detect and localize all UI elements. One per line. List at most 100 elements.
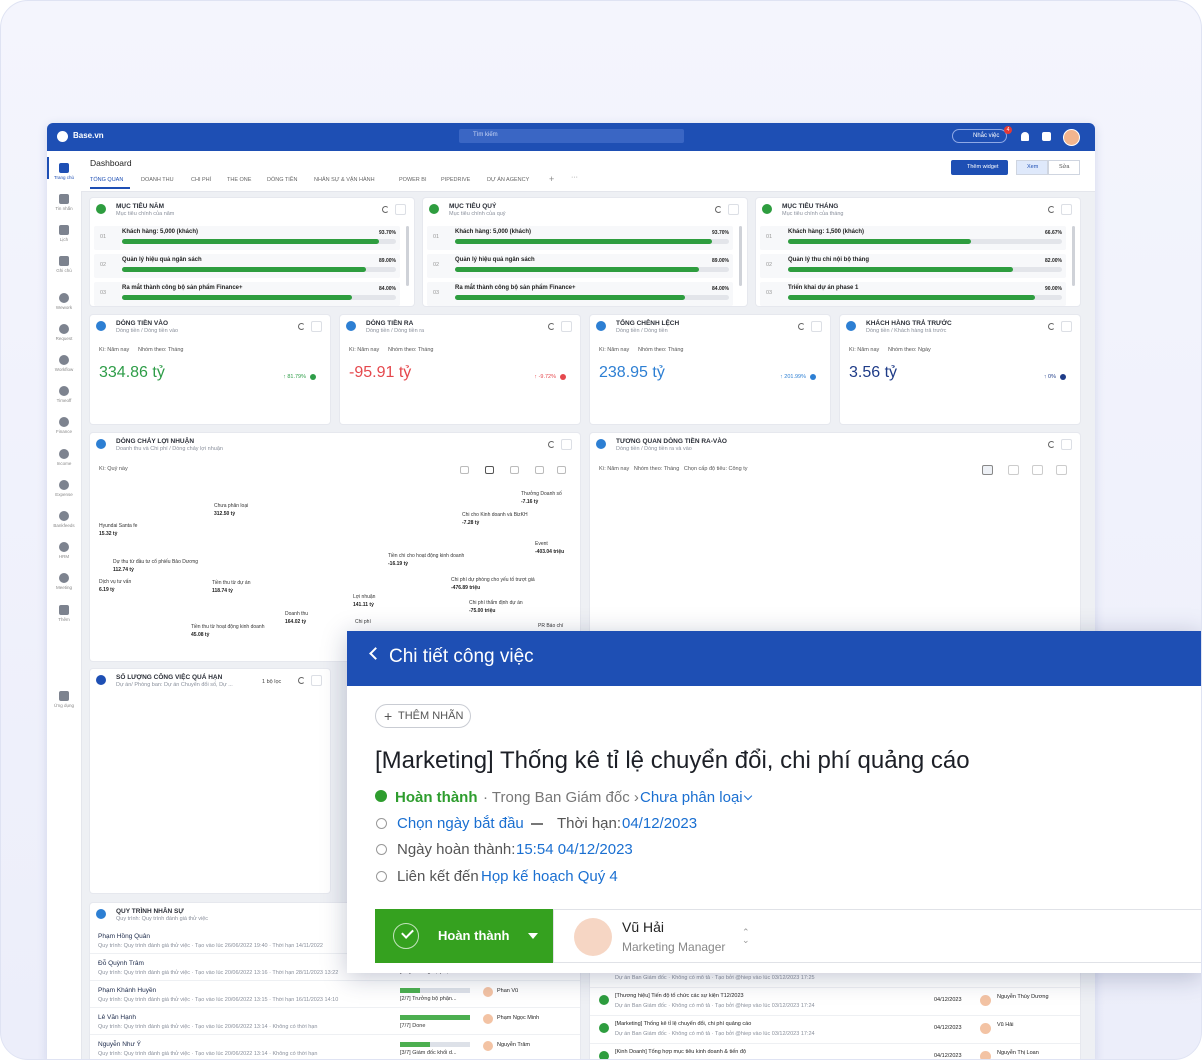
refresh-icon[interactable] xyxy=(1048,323,1055,330)
refresh-icon[interactable] xyxy=(1048,206,1055,213)
more-button[interactable] xyxy=(728,204,739,215)
category[interactable]: Chưa phân loại xyxy=(640,789,743,806)
nav-icon[interactable] xyxy=(59,573,69,583)
tab[interactable]: TỔNG QUAN xyxy=(90,177,124,183)
nav-icon[interactable] xyxy=(59,449,69,459)
more-button[interactable] xyxy=(1061,321,1072,332)
refresh-icon[interactable] xyxy=(382,206,389,213)
tab[interactable]: DÒNG TIỀN xyxy=(267,177,298,183)
tab[interactable]: DOANH THU xyxy=(141,177,174,183)
refresh-icon[interactable] xyxy=(715,206,722,213)
goal-name: Khách hàng: 5,000 (khách) xyxy=(455,229,532,235)
row-meta: Quy trình: Quy trình đánh giá thử việc ·… xyxy=(98,943,323,949)
nav-label: Income xyxy=(56,461,72,466)
refresh-icon[interactable] xyxy=(298,677,305,684)
nav-icon[interactable] xyxy=(59,542,69,552)
add-tag-button[interactable]: + THÊM NHÃN xyxy=(375,704,471,728)
panel-header: Chi tiết công việc xyxy=(347,631,1201,686)
complete-button[interactable]: Hoàn thành xyxy=(375,909,553,963)
tab[interactable]: THE ONE xyxy=(227,177,252,183)
goal-name: Khách hàng: 1,500 (khách) xyxy=(788,229,865,235)
deadline[interactable]: 04/12/2023 xyxy=(622,815,698,832)
view-toggle[interactable]: Xem xyxy=(1016,160,1048,175)
nav-icon[interactable] xyxy=(59,691,69,701)
avatar[interactable] xyxy=(1063,129,1080,146)
more-button[interactable] xyxy=(311,321,322,332)
nav-icon[interactable] xyxy=(59,324,69,334)
nav-icon[interactable] xyxy=(59,511,69,521)
widget-icon xyxy=(762,204,772,214)
tab[interactable]: DỰ ÁN AGENCY xyxy=(487,177,530,183)
chart-tool[interactable] xyxy=(557,466,566,474)
refresh-icon[interactable] xyxy=(548,323,555,330)
tab[interactable]: CHI PHÍ xyxy=(191,177,212,183)
more-button[interactable] xyxy=(561,439,572,450)
row-name[interactable]: Nguyễn Như Ý xyxy=(98,1041,142,1048)
refresh-icon[interactable] xyxy=(548,441,555,448)
more-button[interactable] xyxy=(811,321,822,332)
scrollbar xyxy=(406,226,409,286)
link[interactable]: Họp kế hoạch Quý 4 xyxy=(481,868,618,885)
chart-tool[interactable] xyxy=(1032,465,1043,475)
nav-icon[interactable] xyxy=(59,355,69,365)
bell-icon[interactable] xyxy=(1021,132,1029,141)
chart-tool[interactable] xyxy=(485,466,494,474)
chart-svg xyxy=(95,381,325,419)
nav-icon[interactable] xyxy=(59,386,69,396)
chart-tool[interactable] xyxy=(1008,465,1019,475)
widget-subtitle: Dòng tiền / Dòng tiền ra và vào xyxy=(616,446,692,452)
chart-tool[interactable] xyxy=(535,466,544,474)
task-title[interactable]: [Thương hiệu] Tiến độ tổ chức các sự kiệ… xyxy=(615,993,744,999)
goal-percent: 93.70% xyxy=(379,230,396,236)
refresh-icon[interactable] xyxy=(798,323,805,330)
chart-tool[interactable] xyxy=(982,465,993,475)
tab[interactable]: NHÂN SỰ & VẬN HÀNH xyxy=(314,177,375,183)
chart-tool[interactable] xyxy=(460,466,469,474)
back-icon[interactable] xyxy=(369,647,382,660)
refresh-icon[interactable] xyxy=(1048,441,1055,448)
nav-icon[interactable] xyxy=(59,293,69,303)
add-tag-label: THÊM NHÃN xyxy=(398,710,464,722)
task-title[interactable]: [Marketing] Thống kê tỉ lệ chuyển đổi, c… xyxy=(615,1021,752,1027)
remind-button[interactable]: Nhắc việc xyxy=(952,129,1007,143)
nav-icon[interactable] xyxy=(59,605,69,615)
add-widget-button[interactable]: Thêm widget xyxy=(951,160,1008,175)
goal-percent: 90.00% xyxy=(1045,286,1062,292)
nav-icon[interactable] xyxy=(59,163,69,173)
start-date[interactable]: Chọn ngày bắt đầu xyxy=(397,815,524,832)
nav-icon[interactable] xyxy=(59,225,69,235)
widget-subtitle: Dự án/ Phòng ban: Dự án Chuyển đổi số, D… xyxy=(116,682,233,688)
nav-icon[interactable] xyxy=(59,194,69,204)
row-name[interactable]: Phạm Hồng Quân xyxy=(98,933,151,940)
row-name[interactable]: Lê Văn Hạnh xyxy=(98,1014,136,1021)
widget-icon xyxy=(96,204,106,214)
sankey-label: Tiền chi cho hoạt động kinh doanh xyxy=(388,553,465,559)
row-name[interactable]: Phạm Khánh Huyền xyxy=(98,987,157,994)
more-button[interactable] xyxy=(311,675,322,686)
add-tab[interactable]: + xyxy=(549,174,555,184)
goal-percent: 82.00% xyxy=(1045,258,1062,264)
nav-icon[interactable] xyxy=(59,480,69,490)
tab[interactable]: PIPEDRIVE xyxy=(441,177,471,183)
more-button[interactable] xyxy=(1061,204,1072,215)
task-title[interactable]: [Kinh Doanh] Tổng hợp mục tiêu kinh doan… xyxy=(615,1049,747,1055)
row-name[interactable]: Đỗ Quỳnh Trâm xyxy=(98,960,144,967)
sankey-label: Dự thu từ đầu tư cổ phiếu Bảo Dương xyxy=(113,559,199,565)
edit-toggle[interactable]: Sửa xyxy=(1048,160,1080,175)
sankey-label: Chi phí thẩm định dự án xyxy=(469,600,523,606)
nav-icon[interactable] xyxy=(59,417,69,427)
more-tabs[interactable]: ··· xyxy=(571,174,578,181)
more-button[interactable] xyxy=(1061,439,1072,450)
nav-icon[interactable] xyxy=(59,256,69,266)
chart-tool[interactable] xyxy=(1056,465,1067,475)
sort-icon: ⌃ ⌄ xyxy=(742,927,750,945)
more-button[interactable] xyxy=(395,204,406,215)
search-box[interactable]: Tìm kiếm xyxy=(459,129,684,143)
chart-tool[interactable] xyxy=(510,466,519,474)
refresh-icon[interactable] xyxy=(298,323,305,330)
chat-icon[interactable] xyxy=(1042,132,1051,141)
assignee-box[interactable]: Vũ Hải Marketing Manager ⌃ ⌄ xyxy=(553,909,1201,963)
more-button[interactable] xyxy=(561,321,572,332)
tab[interactable]: POWER BI xyxy=(399,177,427,183)
goal-row xyxy=(427,254,733,278)
